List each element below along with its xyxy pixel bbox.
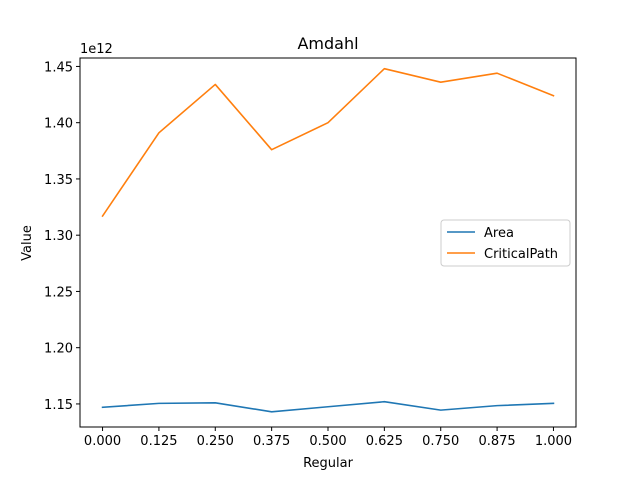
y-tick-label: 1.15 bbox=[44, 398, 73, 413]
x-axis-label: Regular bbox=[303, 456, 354, 471]
x-axis-ticks: 0.000 0.125 0.250 0.375 0.500 0.625 0.750 0.875… bbox=[84, 427, 572, 449]
y-tick-label: 1.30 bbox=[44, 229, 73, 244]
y-tick-label: 1.40 bbox=[44, 117, 73, 132]
y-tick-label: 1.20 bbox=[44, 342, 73, 357]
x-tick-label: 0.125 bbox=[140, 434, 177, 449]
x-tick-label: 0.000 bbox=[84, 434, 121, 449]
legend-label-criticalpath: CriticalPath bbox=[484, 247, 558, 262]
series-line-area bbox=[101, 400, 555, 413]
x-tick-label: 0.375 bbox=[253, 434, 290, 449]
x-tick-label: 0.250 bbox=[197, 434, 234, 449]
chart-title: Amdahl bbox=[297, 34, 358, 53]
x-tick-label: 0.500 bbox=[309, 434, 346, 449]
x-tick-label: 0.875 bbox=[478, 434, 515, 449]
y-offset-label: 1e12 bbox=[80, 42, 113, 57]
x-tick-label: 1.000 bbox=[535, 434, 572, 449]
y-axis-label: Value bbox=[20, 225, 35, 261]
legend-label-area: Area bbox=[484, 226, 514, 241]
y-tick-label: 1.45 bbox=[44, 60, 73, 75]
x-tick-label: 0.750 bbox=[422, 434, 459, 449]
x-tick-label: 0.625 bbox=[366, 434, 403, 449]
y-tick-label: 1.35 bbox=[44, 173, 73, 188]
y-tick-label: 1.25 bbox=[44, 285, 73, 300]
series-line-criticalpath bbox=[101, 67, 555, 218]
legend: Area CriticalPath bbox=[440, 219, 571, 267]
y-axis-ticks: 1.15 1.20 1.25 1.30 1.35 1.40 1.45 bbox=[44, 60, 80, 413]
